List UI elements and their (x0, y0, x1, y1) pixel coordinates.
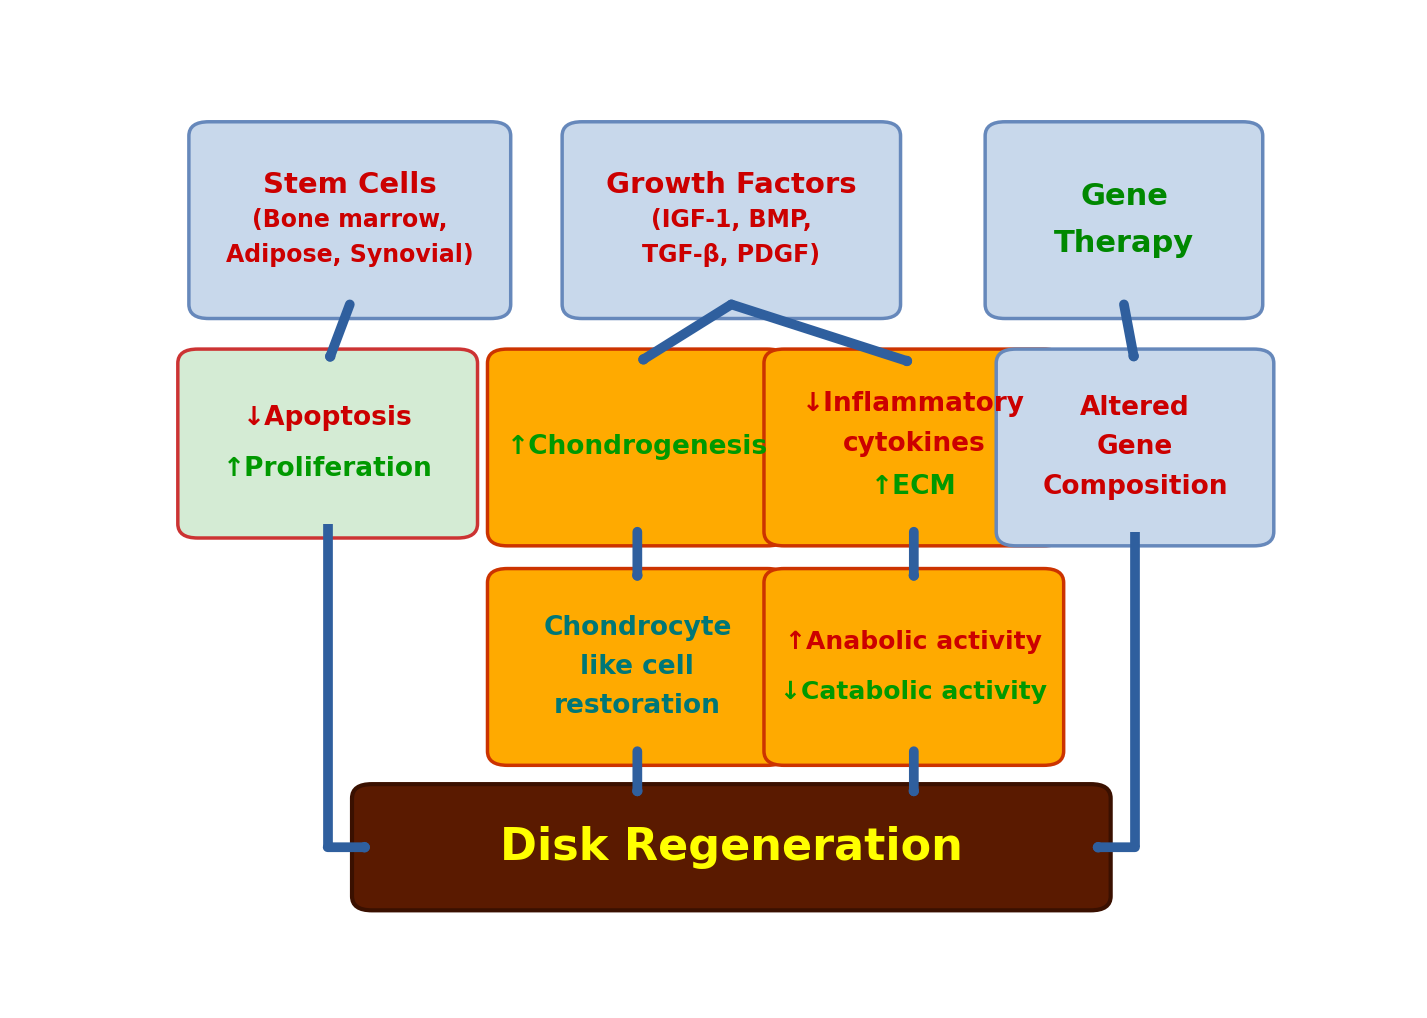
FancyBboxPatch shape (488, 569, 788, 766)
Text: Gene: Gene (1080, 182, 1167, 211)
Text: TGF-β, PDGF): TGF-β, PDGF) (642, 243, 821, 268)
Text: ↑Anabolic activity: ↑Anabolic activity (785, 630, 1042, 654)
FancyBboxPatch shape (763, 569, 1063, 766)
FancyBboxPatch shape (985, 122, 1263, 319)
Text: ↓Apoptosis: ↓Apoptosis (243, 405, 412, 432)
Text: ↓Inflammatory: ↓Inflammatory (802, 391, 1026, 417)
FancyBboxPatch shape (488, 349, 788, 546)
Text: (Bone marrow,: (Bone marrow, (253, 208, 448, 232)
FancyBboxPatch shape (562, 122, 900, 319)
Text: ↓Catabolic activity: ↓Catabolic activity (781, 680, 1047, 704)
Text: ↑ECM: ↑ECM (870, 473, 956, 500)
FancyBboxPatch shape (178, 349, 478, 538)
Text: Chondrocyte: Chondrocyte (544, 615, 732, 640)
Text: Adipose, Synovial): Adipose, Synovial) (225, 243, 474, 268)
FancyBboxPatch shape (188, 122, 511, 319)
FancyBboxPatch shape (352, 784, 1110, 910)
Text: Therapy: Therapy (1055, 229, 1194, 259)
Text: Disk Regeneration: Disk Regeneration (499, 826, 963, 868)
Text: cytokines: cytokines (842, 431, 985, 456)
Text: (IGF-1, BMP,: (IGF-1, BMP, (651, 208, 812, 232)
Text: Growth Factors: Growth Factors (606, 171, 856, 199)
Text: Altered: Altered (1080, 395, 1190, 421)
Text: Stem Cells: Stem Cells (263, 171, 437, 199)
Text: Composition: Composition (1042, 473, 1227, 500)
FancyBboxPatch shape (763, 349, 1063, 546)
Text: restoration: restoration (554, 693, 721, 719)
Text: Gene: Gene (1097, 435, 1173, 460)
Text: like cell: like cell (581, 654, 695, 680)
Text: ↑Proliferation: ↑Proliferation (223, 456, 432, 482)
FancyBboxPatch shape (996, 349, 1274, 546)
Text: ↑Chondrogenesis: ↑Chondrogenesis (507, 435, 768, 460)
